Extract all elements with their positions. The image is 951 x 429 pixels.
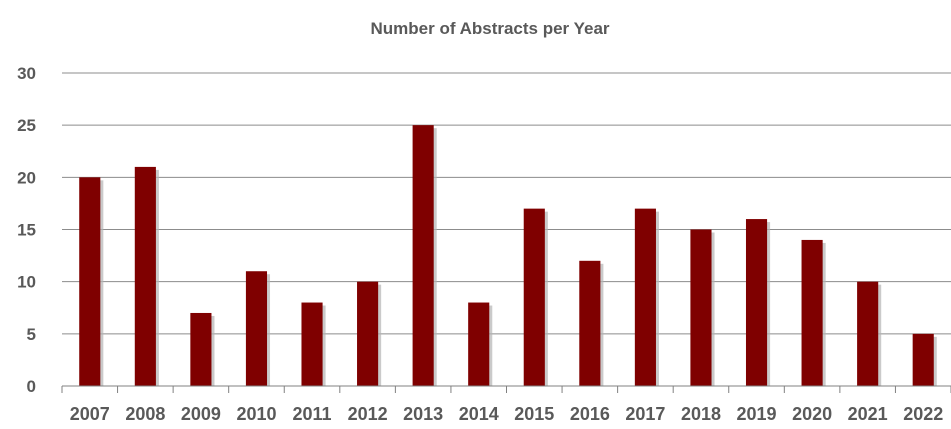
bar-2011 bbox=[301, 302, 323, 386]
bar-2014 bbox=[468, 302, 490, 386]
y-tick-label: 30 bbox=[17, 64, 36, 83]
x-tick-label: 2015 bbox=[514, 404, 554, 424]
bar-2013 bbox=[412, 125, 434, 387]
y-tick-label: 10 bbox=[17, 273, 36, 292]
x-tick-label: 2007 bbox=[70, 404, 110, 424]
bar-2020 bbox=[801, 239, 823, 386]
x-tick-label: 2021 bbox=[848, 404, 888, 424]
x-tick-label: 2017 bbox=[625, 404, 665, 424]
x-tick-label: 2009 bbox=[181, 404, 221, 424]
y-tick-label: 25 bbox=[17, 116, 36, 135]
x-tick-label: 2013 bbox=[403, 404, 443, 424]
bar-2016 bbox=[579, 260, 601, 386]
bar-2008 bbox=[134, 166, 156, 386]
x-tick-label: 2014 bbox=[459, 404, 499, 424]
x-tick-label: 2012 bbox=[348, 404, 388, 424]
bar-2009 bbox=[190, 312, 212, 386]
y-tick-label: 20 bbox=[17, 168, 36, 187]
y-axis-ticks: 0 5 10 15 20 25 30 bbox=[17, 64, 36, 396]
x-tick-label: 2016 bbox=[570, 404, 610, 424]
bar-2021 bbox=[857, 281, 879, 386]
bar-2010 bbox=[245, 271, 268, 386]
y-tick-label: 5 bbox=[27, 325, 36, 344]
x-axis-ticks: 2007 2008 2009 2010 2011 2012 2013 2014 2015 2016… bbox=[70, 404, 943, 424]
bars bbox=[79, 125, 937, 387]
y-tick-label: 0 bbox=[27, 377, 36, 396]
x-tick-label: 2018 bbox=[681, 404, 721, 424]
x-axis bbox=[61, 385, 951, 393]
bar-2012 bbox=[357, 281, 379, 386]
x-tick-label: 2020 bbox=[792, 404, 832, 424]
bar-2015 bbox=[523, 208, 545, 386]
x-tick-label: 2011 bbox=[293, 404, 332, 424]
x-tick-label: 2019 bbox=[737, 404, 777, 424]
chart-title: Number of Abstracts per Year bbox=[370, 19, 609, 38]
bar-2022 bbox=[912, 333, 934, 386]
bar-2017 bbox=[634, 208, 656, 386]
y-tick-label: 15 bbox=[17, 221, 36, 240]
x-tick-label: 2008 bbox=[125, 404, 165, 424]
x-tick-label: 2010 bbox=[236, 404, 276, 424]
bar-2007 bbox=[79, 177, 101, 386]
x-tick-label: 2022 bbox=[903, 404, 943, 424]
bar-2018 bbox=[690, 229, 712, 386]
bar-2019 bbox=[745, 219, 768, 386]
